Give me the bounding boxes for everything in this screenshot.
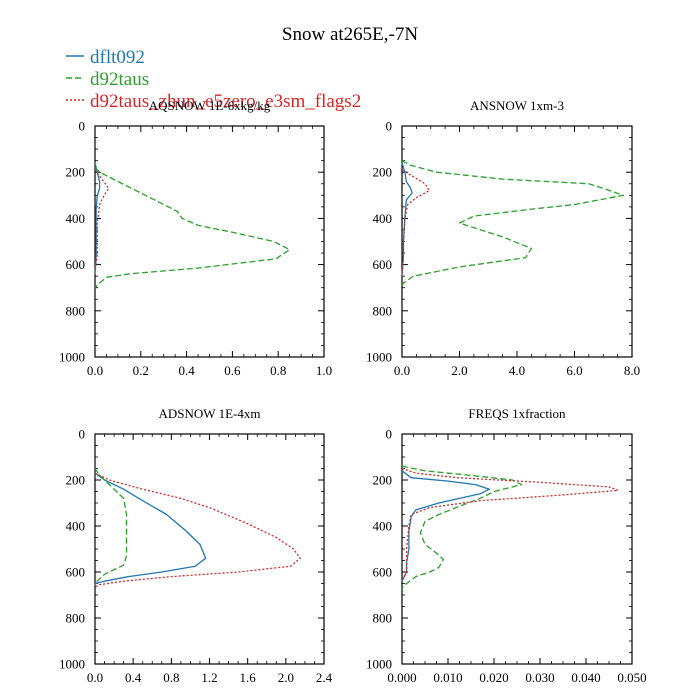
panel-title: FREQS 1xfraction: [468, 406, 566, 421]
series-line-2: [94, 468, 128, 587]
series-line-2: [94, 167, 291, 289]
y-tick-label: 600: [66, 257, 86, 272]
y-tick-label: 1000: [366, 350, 392, 365]
series-line-2: [401, 160, 625, 286]
x-tick-label: 6.0: [566, 363, 582, 378]
y-tick-label: 200: [66, 165, 86, 180]
x-tick-label: 0.010: [433, 670, 462, 685]
x-tick-label: 0.020: [479, 670, 508, 685]
legend: dflt092 d92taus d92taus_zhun_e5zero_e3sm…: [66, 47, 361, 112]
x-tick-label: 4.0: [509, 363, 525, 378]
panel-2: ANSNOW 1xm-3 0.0 2.0 4.0 6.0 8.0 0 200 400 600 800…: [366, 98, 640, 378]
plot-frame: [401, 433, 633, 665]
x-tick-label: 0.0: [87, 363, 103, 378]
panel-title: ADSNOW 1E-4xm: [159, 406, 261, 421]
y-tick-label: 400: [373, 211, 393, 226]
y-tick-label: 800: [66, 303, 86, 318]
legend-label-dflt092: dflt092: [90, 47, 145, 68]
y-tick-label: 400: [66, 519, 86, 534]
series-line-1: [401, 162, 413, 277]
y-tick-label: 0: [79, 119, 86, 134]
series-line-3: [94, 169, 110, 270]
y-tick-label: 1000: [59, 657, 85, 672]
plot-frame: [94, 433, 325, 665]
panel-title: ANSNOW 1xm-3: [470, 98, 564, 113]
panel-4: FREQS 1xfraction 0.000 0.010 0.020 0.030 0.04…: [366, 406, 647, 685]
panel-title: AQSNOW 1E-6xkg/kg: [149, 98, 271, 113]
x-tick-label: 1.6: [240, 670, 257, 685]
y-tick-label: 600: [66, 565, 86, 580]
x-tick-label: 0.0: [394, 363, 410, 378]
y-tick-label: 600: [373, 257, 393, 272]
x-tick-label: 2.0: [278, 670, 294, 685]
y-tick-label: 1000: [366, 657, 392, 672]
x-tick-label: 0.050: [617, 670, 646, 685]
y-tick-label: 200: [373, 473, 393, 488]
x-tick-label: 0.000: [387, 670, 416, 685]
series-line-2: [401, 465, 523, 589]
series-line-3: [94, 472, 301, 588]
x-tick-label: 0.030: [525, 670, 554, 685]
x-tick-label: 0.8: [270, 363, 286, 378]
series-line-1: [401, 470, 491, 582]
x-tick-label: 0.2: [133, 363, 149, 378]
y-tick-label: 800: [66, 611, 86, 626]
series-line-3: [401, 169, 430, 277]
y-tick-label: 0: [386, 119, 393, 134]
legend-label-d92taus: d92taus: [90, 69, 149, 90]
x-tick-label: 0.4: [125, 670, 142, 685]
legend-label-flags2: d92taus_zhun_e5zero_e3sm_flags2: [90, 91, 361, 112]
x-tick-label: 0.040: [571, 670, 600, 685]
x-tick-label: 2.4: [316, 670, 333, 685]
plot-frame: [401, 125, 633, 358]
y-tick-label: 200: [66, 473, 86, 488]
x-tick-label: 0.4: [178, 363, 195, 378]
panel-1: AQSNOW 1E-6xkg/kg 0.0 0.2 0.4 0.6 0.8 1.0 0 200 4…: [59, 98, 332, 378]
y-tick-label: 400: [66, 211, 86, 226]
y-tick-label: 800: [373, 611, 393, 626]
y-tick-label: 0: [386, 427, 393, 442]
series-line-1: [94, 162, 101, 274]
panels: AQSNOW 1E-6xkg/kg 0.0 0.2 0.4 0.6 0.8 1.0 0 200 4…: [59, 98, 647, 685]
y-tick-label: 200: [373, 165, 393, 180]
y-tick-label: 1000: [59, 350, 85, 365]
y-tick-label: 800: [373, 303, 393, 318]
x-tick-label: 1.2: [201, 670, 217, 685]
y-tick-label: 600: [373, 565, 393, 580]
figure-title: Snow at265E,-7N: [282, 24, 418, 45]
panel-3: ADSNOW 1E-4xm 0.0 0.4 0.8 1.2 1.6 2.0 2.4 0 200 40…: [59, 406, 333, 685]
series-line-3: [401, 467, 619, 582]
x-tick-label: 8.0: [624, 363, 640, 378]
y-tick-label: 400: [373, 519, 393, 534]
x-tick-label: 1.0: [316, 363, 332, 378]
series-line-1: [94, 472, 207, 585]
x-tick-label: 0.8: [163, 670, 179, 685]
x-tick-label: 0.0: [87, 670, 103, 685]
x-tick-label: 0.6: [224, 363, 241, 378]
plot-frame: [94, 125, 325, 358]
y-tick-label: 0: [79, 427, 86, 442]
x-tick-label: 2.0: [451, 363, 467, 378]
